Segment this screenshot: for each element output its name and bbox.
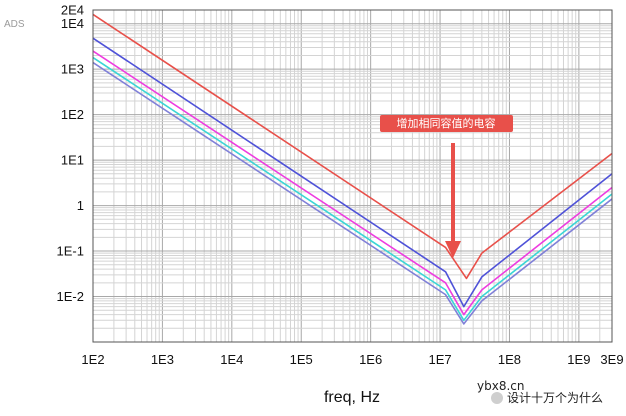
plot-area: [93, 10, 612, 342]
y-tick-label-1: 1E4: [61, 16, 84, 31]
annotation: 增加相同容值的电容: [380, 115, 513, 258]
x-tick-labels: 1E2 1E3 1E4 1E5 1E6 1E7 1E8 1E9 3E9: [81, 352, 623, 367]
x-tick-label-4: 1E6: [359, 352, 382, 367]
x-tick-label-8: 3E9: [600, 352, 623, 367]
wechat-icon: [491, 392, 503, 404]
app-label: ADS: [4, 19, 25, 30]
y-tick-label-0: 2E4: [61, 3, 84, 18]
y-tick-label-5: 1: [77, 198, 84, 213]
x-tick-label-2: 1E4: [220, 352, 243, 367]
y-tick-label-7: 1E-2: [57, 289, 84, 304]
watermark-site: ybx8.cn: [477, 379, 524, 393]
x-tick-label-5: 1E7: [428, 352, 451, 367]
series-line-curve-5: [92, 61, 613, 325]
series-line-curve-3: [92, 50, 613, 316]
x-tick-label-3: 1E5: [290, 352, 313, 367]
watermark-caption: 设计十万个为什么: [507, 391, 603, 405]
annotation-arrow-head: [445, 241, 461, 258]
series-line-curve-2: [92, 37, 613, 308]
x-tick-label-7: 1E9: [567, 352, 590, 367]
x-tick-label-1: 1E3: [151, 352, 174, 367]
plot-border: [92, 9, 613, 343]
x-tick-label-0: 1E2: [81, 352, 104, 367]
series-line-curve-4: [92, 56, 613, 322]
watermark: ybx8.cn 设计十万个为什么: [477, 379, 603, 405]
y-tick-label-6: 1E-1: [57, 244, 84, 259]
x-tick-label-6: 1E8: [498, 352, 521, 367]
series-group: [92, 13, 613, 325]
y-tick-label-2: 1E3: [61, 62, 84, 77]
annotation-text: 增加相同容值的电容: [397, 116, 496, 130]
series-line-curve-1: [92, 13, 613, 280]
annotation-box: [380, 115, 513, 132]
y-tick-label-3: 1E2: [61, 107, 84, 122]
x-axis-label: freq, Hz: [324, 389, 380, 406]
y-tick-label-4: 1E1: [61, 153, 84, 168]
